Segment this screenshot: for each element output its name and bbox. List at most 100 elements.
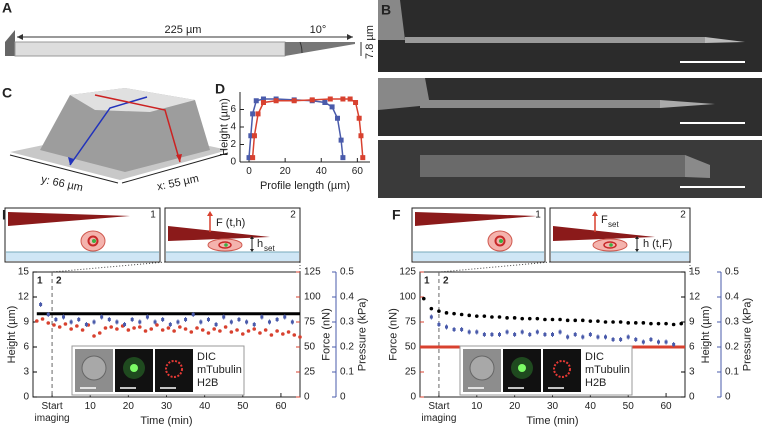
cell-top	[70, 88, 195, 112]
pressure-point	[558, 330, 562, 334]
x-tick-label: 40	[315, 166, 327, 177]
force-arrow-head	[592, 211, 598, 216]
y-tick-label: 3	[23, 367, 29, 378]
pressure-point	[123, 323, 127, 326]
series-marker	[273, 98, 279, 104]
data-point	[149, 327, 154, 331]
data-point	[679, 321, 684, 326]
y3-tick-label: 0.5	[340, 267, 354, 278]
y-tick-label: 4	[230, 122, 236, 133]
data-point	[223, 325, 228, 329]
pressure-point	[535, 330, 539, 334]
series-marker	[309, 97, 315, 103]
y3-tick-label: 0.2	[340, 342, 354, 353]
micrograph-feature	[705, 37, 745, 43]
x-tick-label: 30	[160, 401, 173, 412]
pressure-point	[153, 320, 157, 324]
height-label: 7.8 µm	[364, 25, 376, 59]
y3-tick-label: 0.1	[725, 367, 739, 378]
y-size: y: 66 µm	[40, 174, 84, 195]
panel-label: F	[392, 207, 401, 223]
y-axis-label: Force (nN)	[387, 308, 399, 361]
step-number: 2	[290, 210, 296, 221]
y-tick-label: 6	[230, 104, 236, 115]
data-point	[189, 330, 194, 334]
cell-body	[40, 88, 210, 172]
series-marker	[340, 155, 346, 161]
data-point	[143, 329, 148, 333]
data-point	[298, 335, 302, 339]
pressure-point	[445, 325, 448, 329]
x-tick-label: 60	[660, 401, 672, 412]
y-tick-label: 15	[18, 267, 30, 278]
data-point	[138, 325, 142, 329]
series-marker	[253, 98, 259, 104]
data-point	[558, 317, 562, 322]
data-point	[229, 330, 234, 334]
pressure-point	[429, 315, 433, 319]
y2-tick-label: 25	[304, 367, 316, 378]
data-point	[535, 316, 540, 321]
data-point	[240, 332, 245, 336]
data-point	[573, 318, 578, 323]
pressure-point	[581, 335, 585, 339]
series-marker	[291, 98, 297, 104]
dic-cell	[469, 355, 495, 381]
data-point	[35, 319, 39, 323]
data-point	[57, 325, 62, 329]
medium	[166, 252, 299, 261]
dimension-line	[9, 154, 119, 184]
series-marker	[260, 100, 266, 105]
pressure-point	[222, 315, 226, 319]
data-point	[46, 321, 51, 325]
pressure-point	[619, 338, 623, 341]
data-point	[275, 329, 279, 333]
pressure-point	[199, 320, 203, 324]
data-point	[490, 315, 494, 319]
x-tick-label: 60	[351, 166, 363, 177]
step-number: 2	[680, 210, 686, 221]
y-tick-label: 25	[405, 367, 417, 378]
spindle	[499, 239, 503, 243]
y2-tick-label: 75	[304, 317, 316, 328]
series-marker	[329, 104, 335, 110]
series-marker	[347, 96, 353, 102]
data-point	[497, 315, 502, 319]
x-tick-label: 0	[246, 166, 252, 177]
pressure-point	[214, 323, 218, 326]
y-tick-label: 6	[23, 342, 29, 353]
inset-legend: mTubulin	[197, 364, 242, 376]
data-point	[671, 322, 676, 327]
pressure-point	[467, 330, 471, 334]
pressure-point	[100, 315, 104, 319]
data-point	[218, 329, 222, 333]
y2-tick-label: 9	[689, 317, 695, 328]
pressure-point	[634, 338, 638, 341]
cantilever-wedge	[415, 212, 537, 226]
x-tick-label: 50	[622, 401, 634, 412]
data-point	[588, 319, 593, 323]
cantilever	[14, 41, 286, 57]
y2-axis-label: Force (nN)	[320, 308, 332, 361]
series-line	[251, 98, 364, 158]
y-tick-label: 12	[18, 292, 30, 303]
pressure-point	[498, 333, 501, 336]
phase-label: 2	[443, 276, 449, 287]
pressure-point	[176, 320, 180, 324]
data-point	[596, 319, 600, 323]
pressure-point	[460, 328, 464, 331]
y-tick-label: 100	[399, 292, 416, 303]
zoom-line	[51, 261, 166, 273]
data-point	[132, 326, 136, 330]
data-point	[63, 322, 68, 326]
pressure-point	[77, 318, 81, 321]
inset-legend: DIC	[197, 351, 216, 363]
data-point	[603, 320, 608, 324]
micrograph-feature	[405, 37, 705, 43]
pressure-point	[206, 318, 210, 321]
panel-label: A	[2, 0, 12, 16]
x-tick-label: Start imaging	[421, 401, 457, 424]
spindle	[609, 243, 613, 247]
